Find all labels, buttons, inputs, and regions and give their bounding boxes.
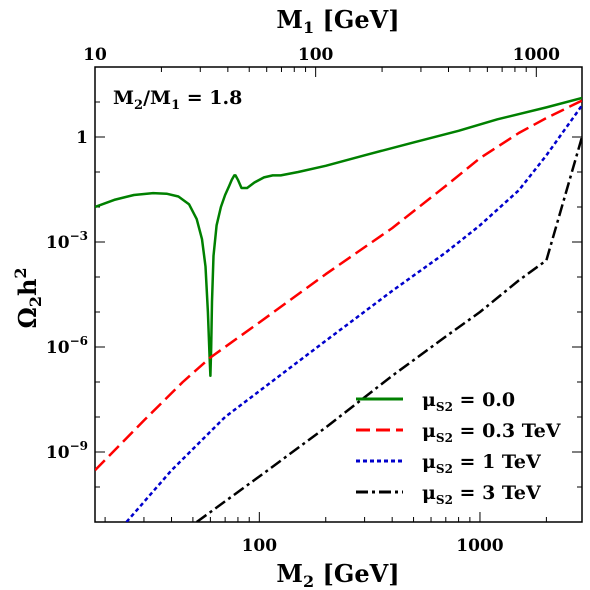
series-layer	[95, 96, 582, 522]
legend-label-mu-0: μS2 = 0.0	[422, 389, 515, 414]
curve-mu-0	[95, 96, 582, 378]
legend-label-mu-3: μS2 = 3 TeV	[422, 482, 542, 507]
y-tick-label: 10−3	[46, 229, 88, 253]
x-tick-label: 100	[242, 536, 278, 556]
y-tick-label: 10−9	[46, 439, 88, 463]
plot-frame	[94, 66, 583, 523]
legend-label-mu-1: μS2 = 1 TeV	[422, 451, 542, 476]
curve-mu-0.3	[95, 99, 582, 472]
x-axis-title: M2 [GeV]	[276, 559, 399, 590]
curve-mu-3	[195, 136, 582, 522]
legend: μS2 = 0.0 μS2 = 0.3 TeV μS2 = 1 TeV μS2 …	[356, 389, 562, 507]
top-x-tick-label: 100	[298, 45, 334, 65]
y-tick-label: 1	[76, 128, 88, 148]
axis-ticks: 100 1000 10 100 1000 1 10−3 10−6 10−9	[46, 45, 582, 556]
x-tick-label: 1000	[456, 536, 503, 556]
legend-label-mu-0.3: μS2 = 0.3 TeV	[422, 420, 562, 445]
top-x-tick-label: 10	[83, 45, 107, 65]
top-x-axis-title: M1 [GeV]	[276, 5, 399, 37]
top-x-tick-label: 1000	[513, 45, 560, 65]
curve-mu-1	[125, 104, 582, 522]
y-tick-label: 10−6	[46, 334, 88, 358]
y-axis-title: Ω2h2	[11, 267, 45, 328]
ratio-annotation: M2/M1 = 1.8	[113, 87, 242, 113]
